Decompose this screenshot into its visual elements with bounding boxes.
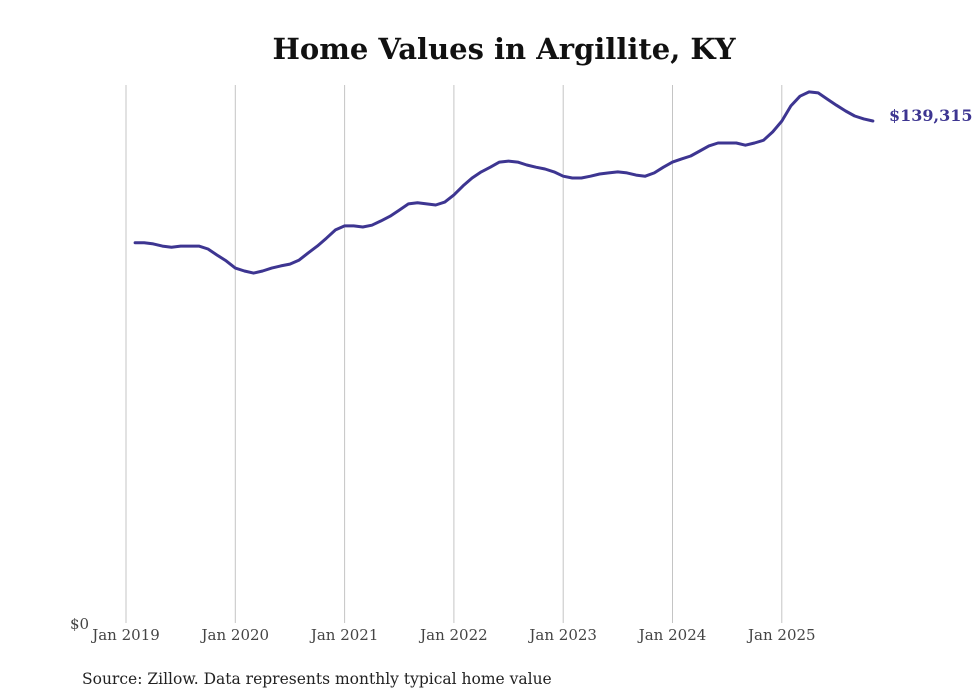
x-tick-label: Jan 2022 (418, 626, 488, 644)
x-axis-ticks: Jan 2019 Jan 2020 Jan 2021 Jan 2022 Jan 2023… (90, 626, 815, 644)
source-note: Source: Zillow. Data represents monthly … (82, 670, 552, 688)
x-tick-label: Jan 2019 (90, 626, 160, 644)
end-value-label: $139,315 (889, 106, 973, 125)
x-tick-label: Jan 2021 (309, 626, 379, 644)
y-tick-label: $0 (70, 615, 89, 633)
x-tick-label: Jan 2023 (527, 626, 597, 644)
x-tick-label: Jan 2020 (200, 626, 270, 644)
gridlines (125, 85, 783, 623)
x-tick-label: Jan 2024 (637, 626, 707, 644)
chart-title: Home Values in Argillite, KY (272, 32, 735, 66)
x-tick-label: Jan 2025 (746, 626, 816, 644)
series-line (133, 90, 875, 275)
